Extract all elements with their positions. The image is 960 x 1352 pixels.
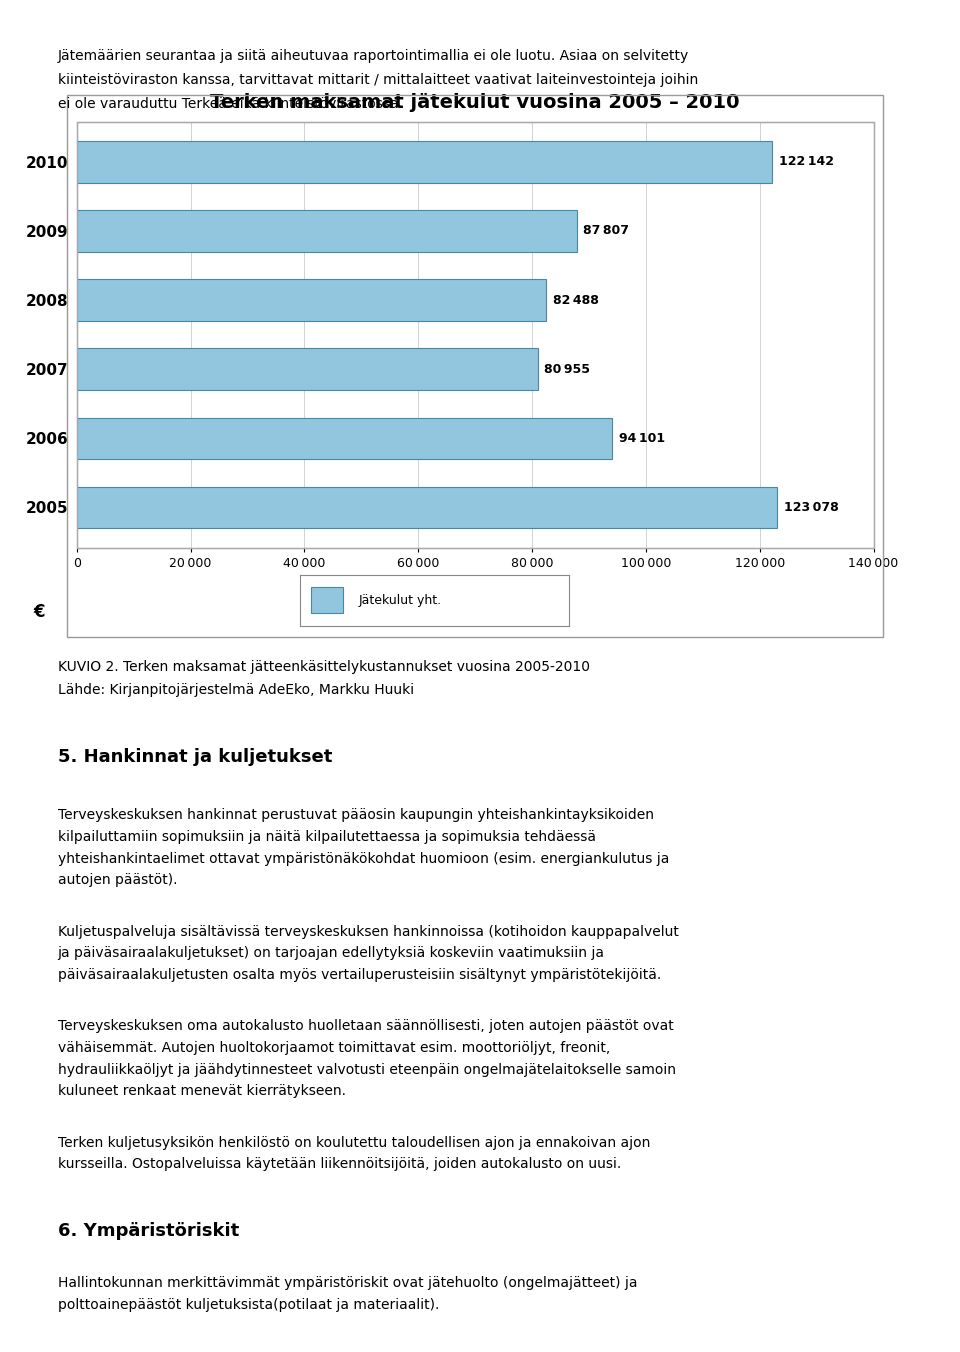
Bar xyxy=(77,487,778,529)
Text: 6. Ympäristöriskit: 6. Ympäristöriskit xyxy=(58,1222,239,1240)
Text: kursseilla. Ostopalveluissa käytetään liikennöitsijöitä, joiden autokalusto on u: kursseilla. Ostopalveluissa käytetään li… xyxy=(58,1157,621,1171)
Text: Kuljetuspalveluja sisältävissä terveyskeskuksen hankinnoissa (kotihoidon kauppap: Kuljetuspalveluja sisältävissä terveyske… xyxy=(58,925,679,938)
Text: hydrauliikkaöljyt ja jäähdytinnesteet valvotusti eteenpäin ongelmajätelaitoksell: hydrauliikkaöljyt ja jäähdytinnesteet va… xyxy=(58,1063,676,1076)
Text: autojen päästöt).: autojen päästöt). xyxy=(58,873,177,887)
Text: 82 488: 82 488 xyxy=(553,293,599,307)
Text: Jätemäärien seurantaa ja siitä aiheutuvaa raportointimallia ei ole luotu. Asiaa : Jätemäärien seurantaa ja siitä aiheutuva… xyxy=(58,49,689,62)
Bar xyxy=(77,418,612,460)
Title: Terken maksamat jätekulut vuosina 2005 – 2010: Terken maksamat jätekulut vuosina 2005 –… xyxy=(210,93,740,112)
Text: kiinteistöviraston kanssa, tarvittavat mittarit / mittalaitteet vaativat laitein: kiinteistöviraston kanssa, tarvittavat m… xyxy=(58,73,698,87)
Text: ei ole varauduttu Terkeä eikä kiinteistövirastossa.: ei ole varauduttu Terkeä eikä kiinteistö… xyxy=(58,97,402,111)
Text: KUVIO 2. Terken maksamat jätteenkäsittelykustannukset vuosina 2005-2010: KUVIO 2. Terken maksamat jätteenkäsittel… xyxy=(58,660,589,673)
Text: ja päiväsairaalakuljetukset) on tarjoajan edellytyksiä koskeviin vaatimuksiin ja: ja päiväsairaalakuljetukset) on tarjoaja… xyxy=(58,946,605,960)
Text: polttoainepäästöt kuljetuksista(potilaat ja materiaalit).: polttoainepäästöt kuljetuksista(potilaat… xyxy=(58,1298,439,1311)
Text: kilpailuttamiin sopimuksiin ja näitä kilpailutettaessa ja sopimuksia tehdäessä: kilpailuttamiin sopimuksiin ja näitä kil… xyxy=(58,830,595,844)
Bar xyxy=(77,141,772,183)
Text: €: € xyxy=(33,603,44,621)
Text: Terveyskeskuksen oma autokalusto huolletaan säännöllisesti, joten autojen päästö: Terveyskeskuksen oma autokalusto huollet… xyxy=(58,1019,673,1033)
Text: Terveyskeskuksen hankinnat perustuvat pääosin kaupungin yhteishankintayksikoiden: Terveyskeskuksen hankinnat perustuvat pä… xyxy=(58,808,654,822)
Text: kuluneet renkaat menevät kierrätykseen.: kuluneet renkaat menevät kierrätykseen. xyxy=(58,1084,346,1098)
Bar xyxy=(311,587,343,614)
Text: yhteishankintaelimet ottavat ympäristönäkökohdat huomioon (esim. energiankulutus: yhteishankintaelimet ottavat ympäristönä… xyxy=(58,852,669,865)
Text: Jätekulut yht.: Jätekulut yht. xyxy=(359,594,443,607)
Text: 94 101: 94 101 xyxy=(619,431,665,445)
Text: Terken kuljetusyksikön henkilöstö on koulutettu taloudellisen ajon ja ennakoivan: Terken kuljetusyksikön henkilöstö on kou… xyxy=(58,1136,650,1149)
Bar xyxy=(77,210,577,251)
Bar xyxy=(77,349,538,389)
Bar xyxy=(77,280,546,320)
Text: 123 078: 123 078 xyxy=(784,502,839,514)
Text: Hallintokunnan merkittävimmät ympäristöriskit ovat jätehuolto (ongelmajätteet) j: Hallintokunnan merkittävimmät ympäristör… xyxy=(58,1276,637,1290)
Text: 5. Hankinnat ja kuljetukset: 5. Hankinnat ja kuljetukset xyxy=(58,748,332,765)
Text: päiväsairaalakuljetusten osalta myös vertailuperusteisiin sisältynyt ympäristöte: päiväsairaalakuljetusten osalta myös ver… xyxy=(58,968,660,982)
Text: 87 807: 87 807 xyxy=(584,224,630,238)
Text: 122 142: 122 142 xyxy=(779,155,834,168)
Text: Lähde: Kirjanpitojärjestelmä AdeEko, Markku Huuki: Lähde: Kirjanpitojärjestelmä AdeEko, Mar… xyxy=(58,683,414,696)
Text: vähäisemmät. Autojen huoltokorjaamot toimittavat esim. moottoriöljyt, freonit,: vähäisemmät. Autojen huoltokorjaamot toi… xyxy=(58,1041,610,1055)
Bar xyxy=(77,122,874,548)
Text: 80 955: 80 955 xyxy=(544,362,590,376)
